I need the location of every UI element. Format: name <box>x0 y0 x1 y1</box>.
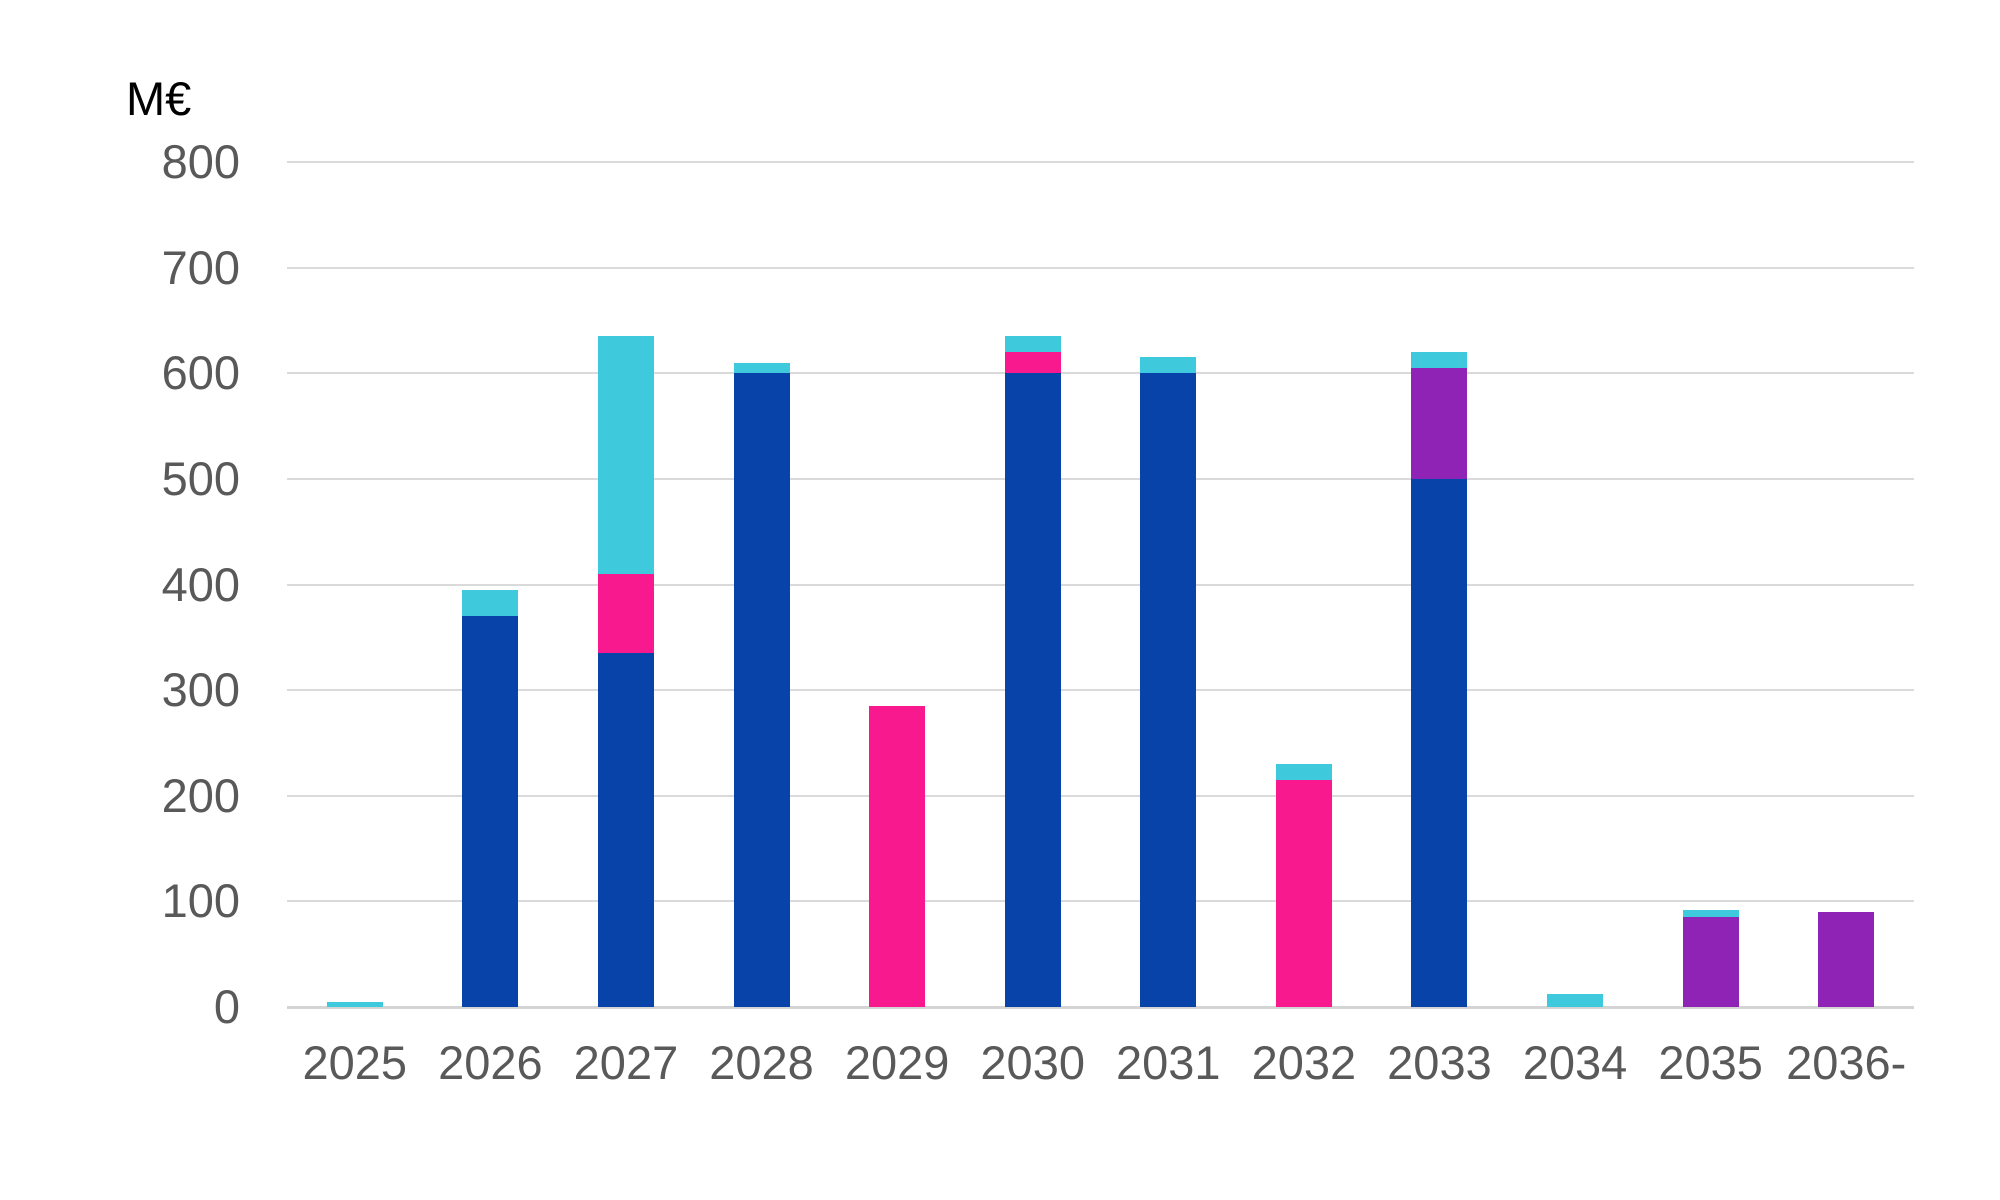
bar-segment-dark-blue-2031 <box>1140 373 1197 1007</box>
y-gridline <box>287 1006 1914 1009</box>
y-axis-unit-label: M€ <box>126 72 192 125</box>
x-axis-tick-label: 2033 <box>1387 1036 1492 1089</box>
bar-segment-purple-2036- <box>1818 911 1875 1007</box>
bar-segment-cyan-2026 <box>462 589 519 617</box>
bar-segment-cyan-2033 <box>1411 352 1468 368</box>
bar-segment-pink-2027 <box>597 573 654 654</box>
bar-segment-pink-2029 <box>869 705 926 1007</box>
y-axis-tick-label: 0 <box>213 980 240 1033</box>
x-axis-tick-label: 2034 <box>1522 1036 1628 1089</box>
x-axis-tick-label: 2026 <box>438 1036 543 1089</box>
y-gridline <box>287 266 1914 269</box>
bar-segment-dark-blue-2027 <box>597 653 654 1007</box>
y-axis-tick-label: 200 <box>161 768 240 822</box>
x-axis-tick-label: 2025 <box>302 1036 408 1089</box>
bar-segment-dark-blue-2030 <box>1004 373 1061 1007</box>
x-axis-tick-label: 2035 <box>1658 1036 1763 1089</box>
bar-segment-cyan-2030 <box>1004 336 1061 353</box>
bar-segment-cyan-2032 <box>1275 764 1332 780</box>
bar-segment-cyan-2035 <box>1682 909 1739 918</box>
bar-segment-cyan-2034 <box>1547 994 1604 1007</box>
y-gridline <box>287 689 1914 692</box>
bar-segment-cyan-2031 <box>1140 357 1197 374</box>
y-gridline <box>287 583 1914 586</box>
y-gridline <box>287 477 1914 480</box>
x-axis-tick-label: 2031 <box>1116 1036 1221 1089</box>
x-axis-tick-label: 2036- <box>1786 1036 1907 1089</box>
y-axis-tick-label: 600 <box>161 346 240 400</box>
x-axis-tick-label: 2029 <box>844 1036 950 1089</box>
bar-segment-pink-2032 <box>1275 779 1332 1007</box>
bar-segment-dark-blue-2033 <box>1411 478 1468 1007</box>
bar-segment-purple-2033 <box>1411 367 1468 479</box>
bar-segment-cyan-2025 <box>326 1001 383 1007</box>
y-gridline <box>287 161 1914 163</box>
y-axis-tick-label: 500 <box>161 451 240 505</box>
y-axis-tick-label: 100 <box>161 874 240 928</box>
y-axis-tick-label: 800 <box>161 135 240 188</box>
y-axis-tick-label: 400 <box>161 557 240 611</box>
bar-segment-dark-blue-2026 <box>462 616 519 1007</box>
x-axis-tick-label: 2032 <box>1251 1036 1357 1089</box>
y-gridline <box>287 900 1914 903</box>
x-axis-tick-label: 2027 <box>573 1036 679 1089</box>
bar-segment-cyan-2028 <box>733 362 790 374</box>
bar-segment-cyan-2027 <box>597 336 654 574</box>
y-axis-tick-label: 700 <box>161 240 240 294</box>
y-axis-tick-label: 300 <box>161 663 240 717</box>
bar-segment-dark-blue-2028 <box>733 373 790 1007</box>
y-gridline <box>287 372 1914 375</box>
x-axis-tick-label: 2028 <box>709 1036 814 1089</box>
bar-segment-pink-2030 <box>1004 352 1061 374</box>
bar-segment-purple-2035 <box>1682 917 1739 1007</box>
y-gridline <box>287 794 1914 797</box>
x-axis-tick-label: 2030 <box>980 1036 1085 1089</box>
